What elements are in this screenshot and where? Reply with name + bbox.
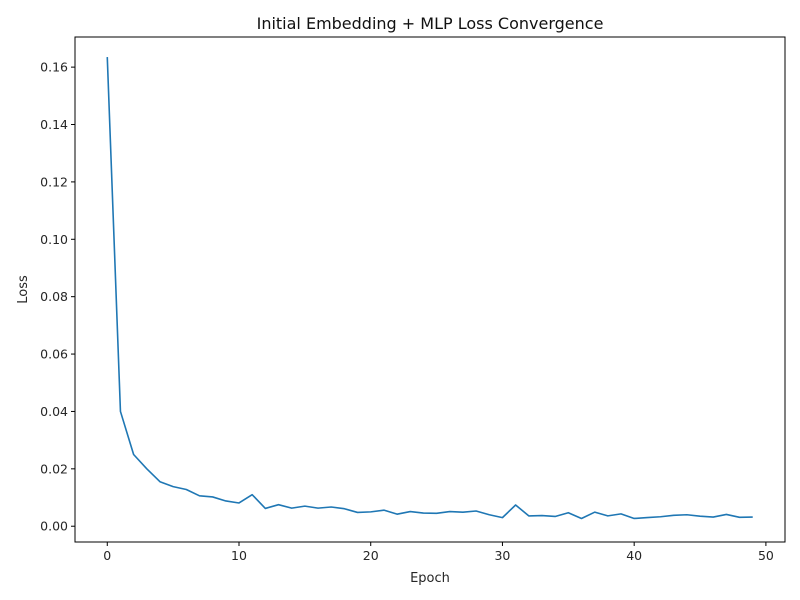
x-tick-label: 30 xyxy=(494,548,510,563)
x-tick-label: 10 xyxy=(231,548,247,563)
x-axis-title: Epoch xyxy=(410,571,450,586)
y-tick-label: 0.10 xyxy=(40,232,68,247)
x-tick-label: 0 xyxy=(103,548,111,563)
y-tick-label: 0.02 xyxy=(40,461,68,476)
x-tick-label: 50 xyxy=(758,548,774,563)
y-tick-label: 0.08 xyxy=(40,289,68,304)
y-tick-label: 0.16 xyxy=(40,60,68,75)
loss-series-line xyxy=(106,57,753,520)
y-tick-label: 0.06 xyxy=(40,347,68,362)
y-tick-label: 0.00 xyxy=(40,519,68,534)
y-tick-label: 0.12 xyxy=(40,174,68,189)
axes-frame xyxy=(74,36,786,543)
x-tick-label: 40 xyxy=(626,548,642,563)
y-tick-label: 0.04 xyxy=(40,404,68,419)
x-axis: 0 10 20 30 40 50 xyxy=(103,542,774,563)
y-axis: 0.00 0.02 0.04 0.06 0.08 0.10 0.12 0.14 0.16 xyxy=(40,60,75,534)
y-axis-title: Loss xyxy=(16,275,31,304)
x-tick-label: 20 xyxy=(363,548,379,563)
chart-title: Initial Embedding + MLP Loss Convergence xyxy=(257,14,604,33)
y-tick-label: 0.14 xyxy=(40,117,68,132)
plot-area xyxy=(106,57,753,520)
